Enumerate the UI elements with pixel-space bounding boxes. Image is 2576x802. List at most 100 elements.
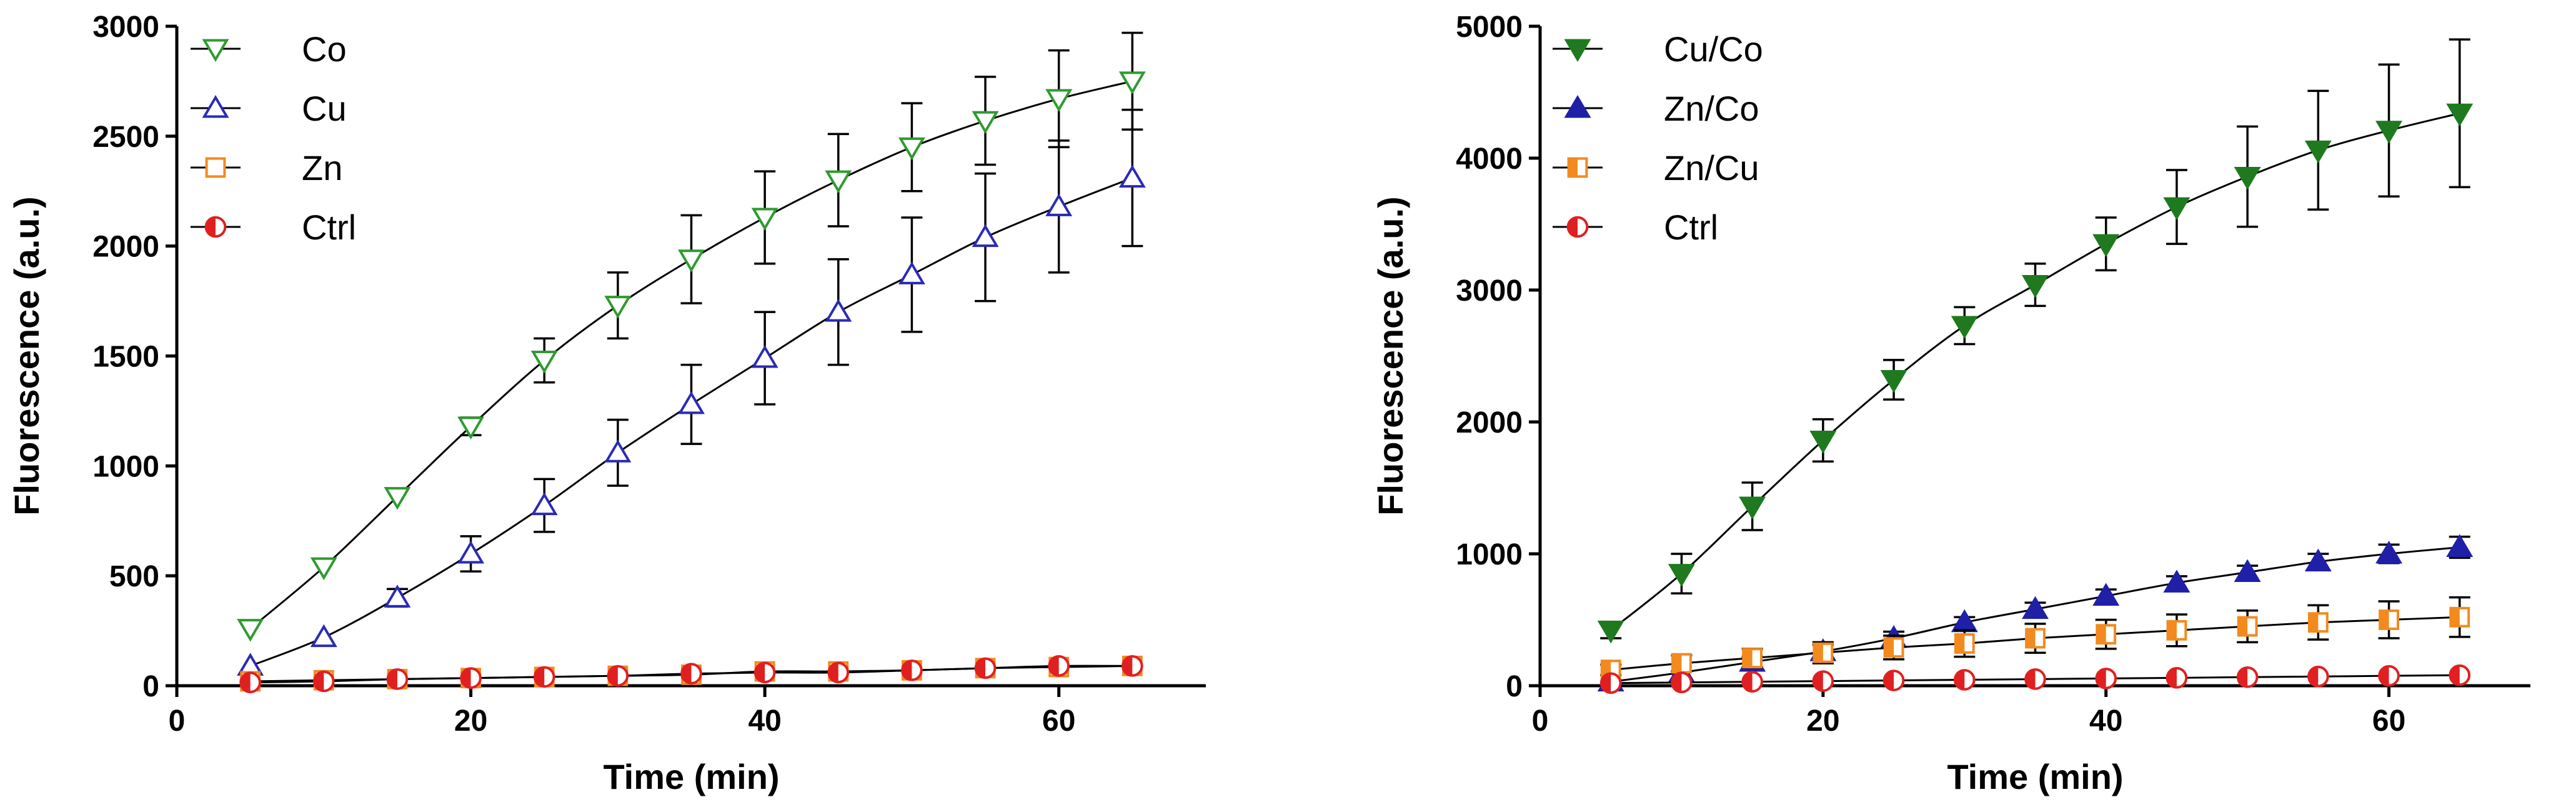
data-point (901, 659, 923, 681)
data-point (1597, 620, 1624, 644)
legend-label: Ctrl (1664, 208, 1718, 247)
data-point (2234, 167, 2261, 190)
data-point (2025, 628, 2046, 649)
legend-item-co: Co (191, 29, 347, 69)
data-point (457, 540, 485, 564)
y-tick-label: 3000 (1456, 274, 1523, 308)
y-tick-label: 2000 (1456, 406, 1523, 439)
y-tick-label: 1000 (92, 450, 159, 483)
legend-marker (1566, 216, 1589, 238)
data-point (604, 296, 632, 319)
data-point (1048, 655, 1070, 677)
y-tick-label: 500 (109, 560, 159, 593)
data-point (384, 584, 411, 608)
data-point (2304, 140, 2332, 164)
series-co (237, 31, 1146, 642)
legend-label: Zn (302, 148, 342, 188)
data-point (1741, 671, 1763, 693)
chart-left: 0 500 1000 1500 2000 2500 3000 0 20 40 60 Time (min… (7, 11, 1206, 796)
data-point (2237, 616, 2258, 637)
series-ctrl (239, 655, 1143, 694)
legend-marker (202, 94, 229, 118)
data-point (607, 664, 629, 687)
data-point (678, 249, 705, 273)
data-point (678, 391, 705, 414)
data-point (1045, 193, 1073, 216)
data-point (1739, 496, 1766, 520)
data-point (1118, 71, 1146, 94)
x-tick-label: 40 (2089, 704, 2122, 738)
data-point (2022, 275, 2049, 298)
data-point (898, 137, 925, 161)
data-point (1045, 89, 1073, 113)
data-point (2095, 668, 2117, 689)
data-point (2375, 540, 2403, 564)
legend-marker (202, 39, 229, 63)
data-point (1813, 642, 1834, 663)
data-point (825, 299, 852, 322)
data-point (384, 487, 411, 510)
x-tick-label: 60 (1042, 704, 1075, 738)
y-tick-label: 0 (1506, 670, 1523, 703)
legend-item-ctrl: Ctrl (191, 208, 356, 247)
data-point (237, 619, 264, 642)
data-point (680, 663, 702, 684)
data-point (972, 224, 999, 248)
fit-line-co (249, 80, 1133, 629)
y-tick-label: 1500 (92, 341, 159, 374)
series-cu-co (1597, 38, 2474, 644)
data-point (239, 671, 261, 694)
legend-label: Zn/Co (1664, 89, 1759, 128)
data-point (2307, 665, 2329, 688)
data-point (530, 492, 558, 516)
data-point (2092, 583, 2120, 606)
y-tick-label: 2000 (92, 231, 159, 264)
data-point (1671, 653, 1692, 674)
data-point (1882, 669, 1905, 691)
data-point (2236, 666, 2259, 688)
legend-label: Ctrl (302, 208, 356, 247)
fit-line-cu-co (1610, 112, 2460, 631)
legend-marker (1567, 157, 1588, 178)
data-point (2234, 559, 2261, 583)
legend-item-cu: Cu (191, 89, 347, 128)
data-point (751, 344, 778, 368)
y-tick-label: 4000 (1456, 143, 1523, 176)
x-tick-label: 20 (454, 704, 487, 738)
data-point (2166, 667, 2188, 689)
series-cu (237, 108, 1146, 676)
data-point (2166, 619, 2187, 641)
y-tick-label: 2500 (92, 121, 159, 154)
legend-marker (1564, 94, 1591, 118)
legend-label: Zn/Cu (1664, 148, 1759, 188)
data-point (1812, 670, 1834, 692)
data-point (1880, 369, 1907, 393)
data-point (825, 170, 852, 194)
series-ctrl (1599, 664, 2471, 694)
legend-item-ctrl: Ctrl (1553, 208, 1718, 247)
data-point (310, 624, 337, 648)
data-point (753, 661, 776, 684)
data-point (972, 111, 999, 134)
series-zn-co (1597, 534, 2474, 692)
legend-marker (1564, 39, 1591, 63)
legend-marker (204, 216, 227, 238)
data-point (974, 657, 997, 679)
data-point (1118, 164, 1146, 188)
data-point (457, 416, 485, 440)
y-tick-label: 5000 (1456, 11, 1523, 44)
data-point (1953, 669, 1976, 691)
legend-label: Cu/Co (1664, 29, 1763, 69)
data-point (1121, 655, 1143, 677)
data-point (2304, 548, 2332, 572)
y-tick-label: 1000 (1456, 538, 1523, 571)
data-point (2307, 612, 2329, 633)
data-point (2446, 534, 2474, 557)
legend-item-zn-co: Zn/Co (1553, 89, 1759, 128)
data-point (1883, 637, 1904, 658)
data-point (386, 668, 409, 690)
data-point (2096, 624, 2117, 645)
data-point (2092, 234, 2120, 258)
x-tick-label: 60 (2372, 704, 2405, 738)
x-tick-label: 0 (169, 704, 186, 738)
